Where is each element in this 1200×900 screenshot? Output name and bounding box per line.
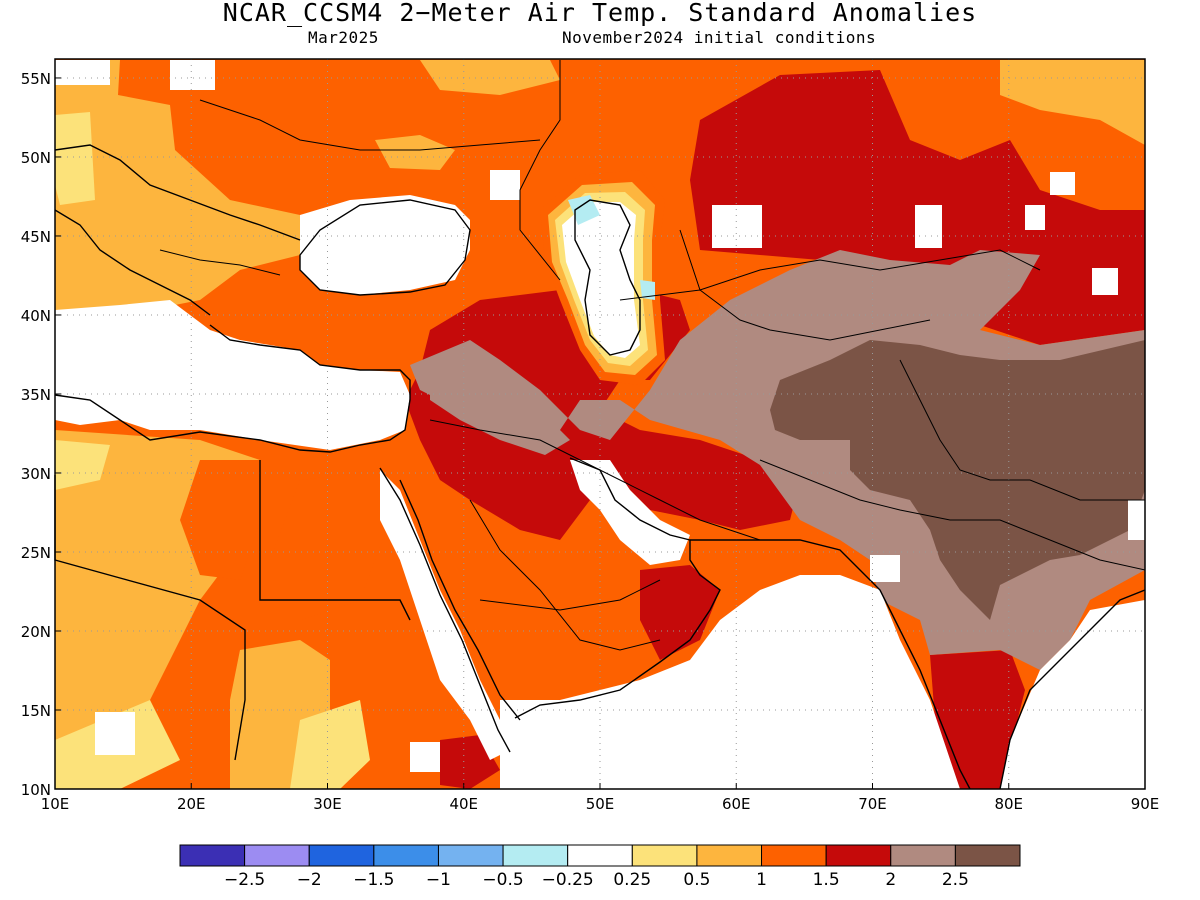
caspian-lightblue-patch	[568, 195, 600, 225]
brown-iraq-area	[430, 350, 570, 455]
lon-tick-label: 50E	[586, 795, 615, 813]
africa-orange-east	[180, 460, 260, 580]
colorbar-swatch	[502, 844, 569, 867]
red-sea-white	[380, 470, 510, 760]
lat-tick-label: 25N	[21, 544, 51, 562]
colorbar-label: 2.5	[941, 870, 969, 890]
latitude-labels: 10N 15N 20N 25N 30N 35N 40N 45N 50N 55N	[21, 70, 61, 799]
colorbar	[179, 844, 1021, 867]
colorbar-label: −2	[296, 870, 322, 890]
lat-tick-label: 40N	[21, 307, 51, 325]
lat-tick-label: 55N	[21, 70, 51, 88]
init-conditions: November2024 initial conditions	[562, 28, 877, 47]
lat-tick-label: 20N	[21, 623, 51, 641]
valid-month: Mar2025	[308, 28, 379, 47]
colorbar-swatch	[308, 844, 375, 867]
colorbar-label: −1	[425, 870, 451, 890]
mediterranean-white	[55, 300, 410, 450]
colorbar-swatch	[373, 844, 439, 867]
colorbar-label: 1.5	[812, 870, 840, 890]
dark-brown-area	[770, 340, 1145, 620]
arabian-sea-white	[500, 575, 960, 789]
colorbar-label: −1.5	[353, 870, 395, 890]
lon-tick-label: 20E	[177, 795, 206, 813]
lat-tick-label: 30N	[21, 465, 51, 483]
lat-tick-label: 15N	[21, 702, 51, 720]
horn-yellow-area	[290, 700, 370, 789]
caspian-lightblue-patch-2	[640, 280, 655, 300]
europe-light-orange-area	[55, 60, 300, 310]
longitude-labels: 10E 20E 30E 40E 50E 60E 70E 80E 90E	[41, 783, 1160, 813]
oman-red-area	[640, 565, 720, 660]
colorbar-swatch	[825, 844, 892, 867]
lat-tick-label: 10N	[21, 781, 51, 799]
map-field	[55, 59, 1145, 789]
colorbar-label: 0.25	[613, 870, 652, 890]
colorbar-swatch	[761, 844, 827, 867]
caspian-white-area	[562, 202, 640, 358]
colorbar-swatch	[890, 844, 956, 867]
colorbar-label: −0.25	[541, 870, 594, 890]
colorbar-label: 1	[756, 870, 767, 890]
borders	[159, 60, 1146, 651]
lon-tick-label: 10E	[41, 795, 70, 813]
lon-tick-label: 40E	[449, 795, 478, 813]
colorbar-swatch	[696, 844, 763, 867]
lon-tick-label: 90E	[1131, 795, 1160, 813]
north-light-orange-patch-2	[420, 60, 560, 95]
lon-tick-label: 30E	[313, 795, 342, 813]
lat-tick-label: 50N	[21, 149, 51, 167]
colorbar-swatch	[179, 844, 246, 867]
map-title: NCAR_CCSM4 2−Meter Air Temp. Standard An…	[222, 0, 978, 27]
europe-yellow-area	[55, 112, 95, 205]
colorbar-label: −0.5	[482, 870, 524, 890]
africa-yellow-area	[55, 440, 110, 490]
lat-tick-label: 45N	[21, 228, 51, 246]
colorbar-swatch	[631, 844, 698, 867]
colorbar-label: −2.5	[223, 870, 266, 890]
colorbar-label: 0.5	[683, 870, 711, 890]
lon-tick-label: 60E	[722, 795, 751, 813]
colorbar-label: 2	[885, 870, 897, 890]
lon-tick-label: 80E	[994, 795, 1023, 813]
black-sea-white	[300, 195, 470, 295]
coastlines	[54, 144, 1146, 790]
lat-tick-label: 35N	[21, 386, 51, 404]
far-north-light-orange	[1000, 60, 1145, 145]
colorbar-swatch	[437, 844, 504, 867]
colorbar-swatch	[244, 844, 310, 867]
africa-orange-nile	[270, 470, 390, 620]
bay-of-bengal-white	[1000, 600, 1145, 789]
colorbar-swatch	[567, 844, 633, 867]
colorbar-swatch	[954, 844, 1021, 867]
lon-tick-label: 70E	[858, 795, 887, 813]
north-light-orange-patch	[375, 135, 455, 170]
